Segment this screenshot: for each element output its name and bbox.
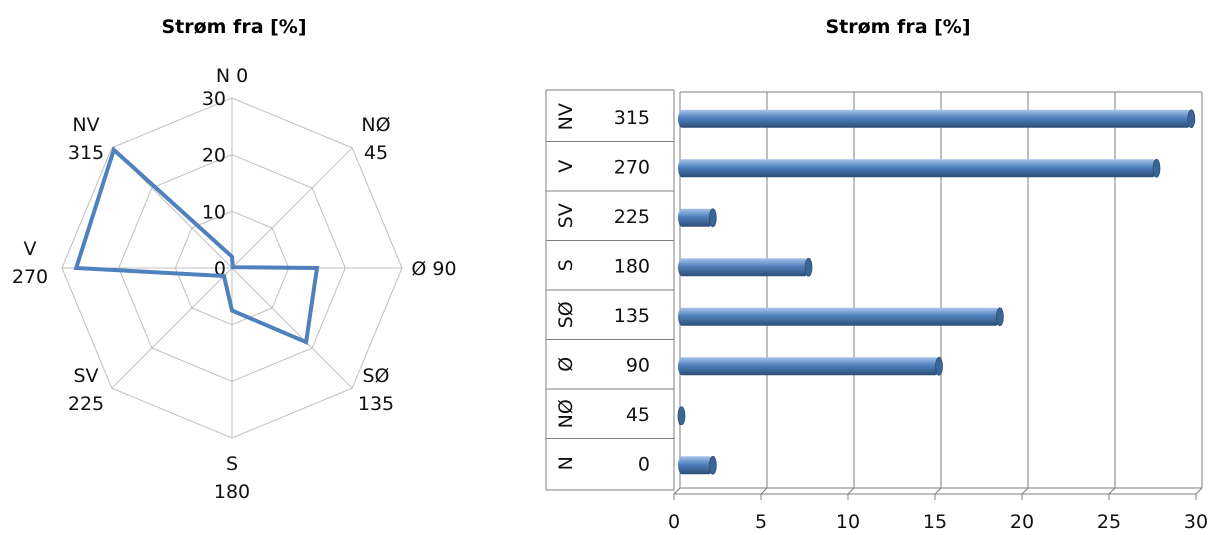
bar-0 [678,455,717,475]
bar-135 [678,307,1004,327]
x-tick-label-30: 30 [1184,511,1208,533]
bar-45 [677,406,686,426]
bar-270 [678,158,1161,178]
bar-cap-180 [804,257,813,277]
bar-cap-45 [677,406,686,426]
bar-category-name-45: NØ [555,399,577,428]
radar-title: Strøm fra [%] [161,16,306,38]
floor-gridline-15 [934,487,942,495]
radar-axis-name-225: SV [73,365,98,387]
radar-spoke-225 [111,267,233,389]
floor-gridline-20 [1021,487,1029,495]
radar-axis-deg-225: 225 [68,393,104,415]
bar-category-name-180: S [555,259,577,271]
floor-gridline-5 [760,487,768,495]
bar-180 [678,257,813,277]
bar-category-deg-135: 135 [614,305,650,327]
bar-body-0 [678,456,713,475]
bar-body-135 [678,307,1000,326]
bar-category-deg-0: 0 [638,453,650,475]
bar-body-315 [678,109,1192,128]
bar-90 [678,356,943,376]
radar-series-line [73,146,320,345]
bar-chart: Strøm fra [%] N 0 NØ 45 Ø 90 SØ 135 S 180 SV 225 V 27… [545,16,1208,533]
bar-category-labels: N 0 NØ 45 Ø 90 SØ 135 S 180 SV 225 V 270 NV 315 [546,103,674,475]
radar-spoke-45 [231,147,353,269]
bar-cap-0 [708,455,717,475]
bar-body-180 [678,258,809,277]
radar-axis-name-180: S [226,453,238,475]
floor-gridline-25 [1108,487,1116,495]
bar-cap-270 [1152,158,1161,178]
x-tick-label-10: 10 [836,511,860,533]
bar-category-deg-45: 45 [626,404,650,426]
x-tick-label-15: 15 [923,511,947,533]
radar-ring-label: 20 [202,145,226,167]
bar-category-name-225: SV [555,203,577,228]
radar-axis-name-315: NV [72,114,99,136]
bar-plot-frame [545,89,1202,495]
bar-cap-315 [1187,109,1196,129]
radar-axis-label-90: Ø 90 [411,258,456,280]
bar-cap-135 [996,307,1004,327]
floor-gridline-10 [847,487,855,495]
radar-ring-label: 30 [202,88,226,110]
bar-cap-90 [935,356,943,376]
x-tick-label-25: 25 [1097,511,1121,533]
bar-category-deg-180: 180 [614,255,650,277]
radar-axis-deg-45: 45 [364,142,388,164]
bar-cap-225 [708,208,717,228]
bar-category-name-270: V [555,160,577,173]
bar-marks [677,109,1196,475]
radar-axis-deg-135: 135 [358,393,394,415]
bar-body-90 [678,357,939,376]
bar-body-225 [678,208,713,227]
bar-x-tick-labels: 0 5 10 15 20 25 30 [668,511,1208,533]
radar-ring-label: 10 [202,201,226,223]
floor-gridline-30 [1195,487,1203,495]
radar-axis-deg-315: 315 [68,142,104,164]
floor-gridline-0 [673,487,681,495]
x-tick-label-20: 20 [1010,511,1034,533]
bar-category-name-315: NV [555,103,577,130]
radar-spoke-135 [231,267,353,389]
x-tick-label-0: 0 [668,511,680,533]
bar-category-name-135: SØ [555,301,577,328]
radar-axis-label-0: N 0 [216,65,248,87]
bar-body-270 [678,159,1157,178]
bar-category-deg-225: 225 [614,206,650,228]
bar-category-deg-315: 315 [614,107,650,129]
bar-225 [678,208,717,228]
bar-title: Strøm fra [%] [825,16,970,38]
radar-axis-name-270: V [24,238,37,260]
x-tick-label-5: 5 [755,511,767,533]
radar-axis-deg-180: 180 [214,481,250,503]
radar-axis-labels: N 0 NØ 45 Ø 90 SØ 135 S 180 SV 225 V 270 NV 315 [12,65,457,503]
radar-axis-name-45: NØ [361,114,390,136]
bar-category-deg-270: 270 [614,156,650,178]
radar-axis-name-135: SØ [362,365,389,387]
bar-category-name-90: Ø [555,357,577,372]
radar-axis-deg-270: 270 [12,266,48,288]
bar-grid [673,92,1203,500]
bar-category-name-0: N [555,456,577,470]
bar-category-deg-90: 90 [626,354,650,376]
bar-315 [678,109,1196,129]
